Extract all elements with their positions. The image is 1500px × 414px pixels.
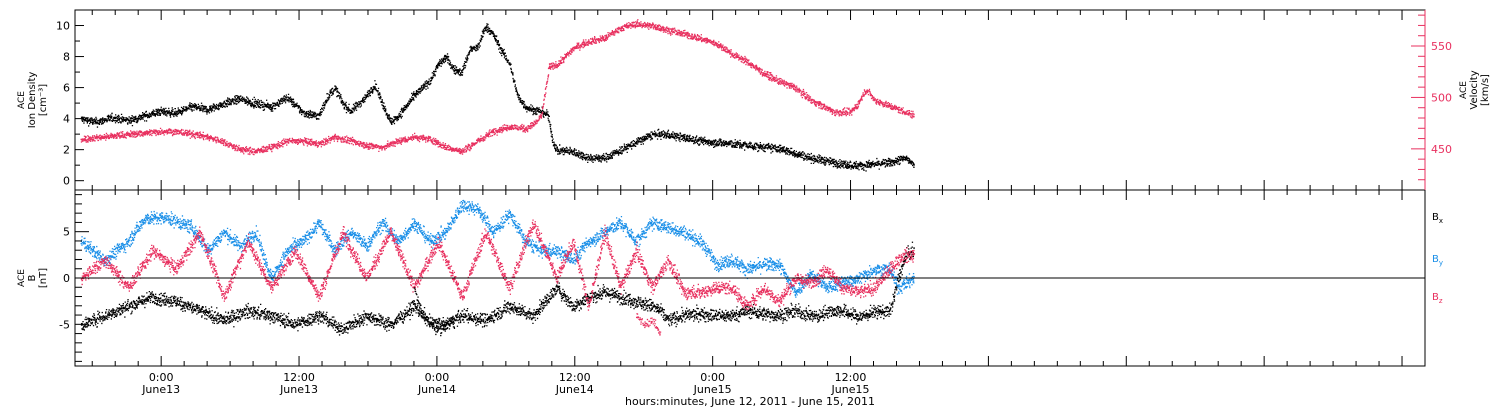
velocity-axis-label: ACE bbox=[1459, 81, 1469, 99]
bz-series bbox=[80, 219, 916, 311]
velocity-tick-label: 500 bbox=[1431, 91, 1452, 104]
x-tick-sublabel: June13 bbox=[141, 383, 180, 396]
x-tick-label: 0:00 bbox=[425, 371, 450, 384]
legend-bz-subscript: z bbox=[1439, 297, 1443, 305]
ion-density-tick-label: 4 bbox=[63, 113, 70, 126]
legend-by: By bbox=[1432, 254, 1443, 267]
bx-burst-series bbox=[413, 287, 455, 330]
b-axis-label: B bbox=[27, 274, 38, 281]
x-tick-label: 12:00 bbox=[283, 371, 315, 384]
legend-bx: Bx bbox=[1432, 212, 1443, 225]
b-tick-label: 5 bbox=[63, 226, 70, 239]
bx-series-points bbox=[80, 241, 915, 337]
velocity-axis-label: [km/s] bbox=[1480, 74, 1491, 106]
by-series bbox=[80, 199, 915, 298]
x-tick-label: 12:00 bbox=[835, 371, 867, 384]
ion-density-axis-label: ACE bbox=[17, 91, 27, 109]
legend-bx-subscript: x bbox=[1439, 217, 1443, 225]
x-tick-sublabel: June14 bbox=[417, 383, 456, 396]
legend-by-subscript: y bbox=[1439, 259, 1443, 267]
ion-density-tick-label: 6 bbox=[63, 82, 70, 95]
ion-density-series bbox=[80, 23, 915, 172]
bz-burst-series-points bbox=[636, 313, 662, 336]
ion-density-tick-label: 2 bbox=[63, 144, 70, 157]
ion-density-axis-label: Ion Density bbox=[27, 72, 38, 129]
x-tick-label: 0:00 bbox=[149, 371, 174, 384]
by-series-points bbox=[80, 199, 915, 298]
velocity-series-points bbox=[80, 19, 915, 156]
ion-density-tick-label: 8 bbox=[63, 51, 70, 64]
b-tick-label: -5 bbox=[59, 318, 70, 331]
bx-burst-series-points bbox=[413, 287, 455, 330]
ion-density-axis-label: [cm⁻³] bbox=[38, 84, 49, 116]
x-axis-label: hours:minutes, June 12, 2011 - June 15, … bbox=[625, 395, 875, 408]
axes-layer bbox=[74, 9, 1426, 367]
velocity-series bbox=[80, 19, 915, 156]
ion-density-tick-label: 10 bbox=[56, 20, 70, 33]
bz-burst-series bbox=[636, 313, 662, 336]
x-tick-sublabel: June15 bbox=[693, 383, 732, 396]
x-tick-sublabel: June14 bbox=[555, 383, 594, 396]
b-axis-label: [nT] bbox=[38, 268, 49, 288]
x-tick-sublabel: June15 bbox=[831, 383, 870, 396]
ion-density-series-points bbox=[80, 23, 915, 172]
x-tick-sublabel: June13 bbox=[279, 383, 318, 396]
bz-series-points bbox=[80, 219, 916, 311]
panel1-frame bbox=[74, 9, 1426, 191]
data-layer bbox=[80, 19, 916, 337]
x-tick-label: 12:00 bbox=[559, 371, 591, 384]
b-axis-label: ACE bbox=[17, 269, 27, 287]
bx-series bbox=[80, 241, 915, 337]
velocity-axis-label: Velocity bbox=[1469, 70, 1480, 109]
legend-bz: Bz bbox=[1432, 292, 1443, 305]
b-tick-label: 0 bbox=[63, 272, 70, 285]
velocity-tick-label: 450 bbox=[1431, 143, 1452, 156]
velocity-tick-label: 550 bbox=[1431, 40, 1452, 53]
ion-density-tick-label: 0 bbox=[63, 175, 70, 188]
x-tick-label: 0:00 bbox=[700, 371, 725, 384]
